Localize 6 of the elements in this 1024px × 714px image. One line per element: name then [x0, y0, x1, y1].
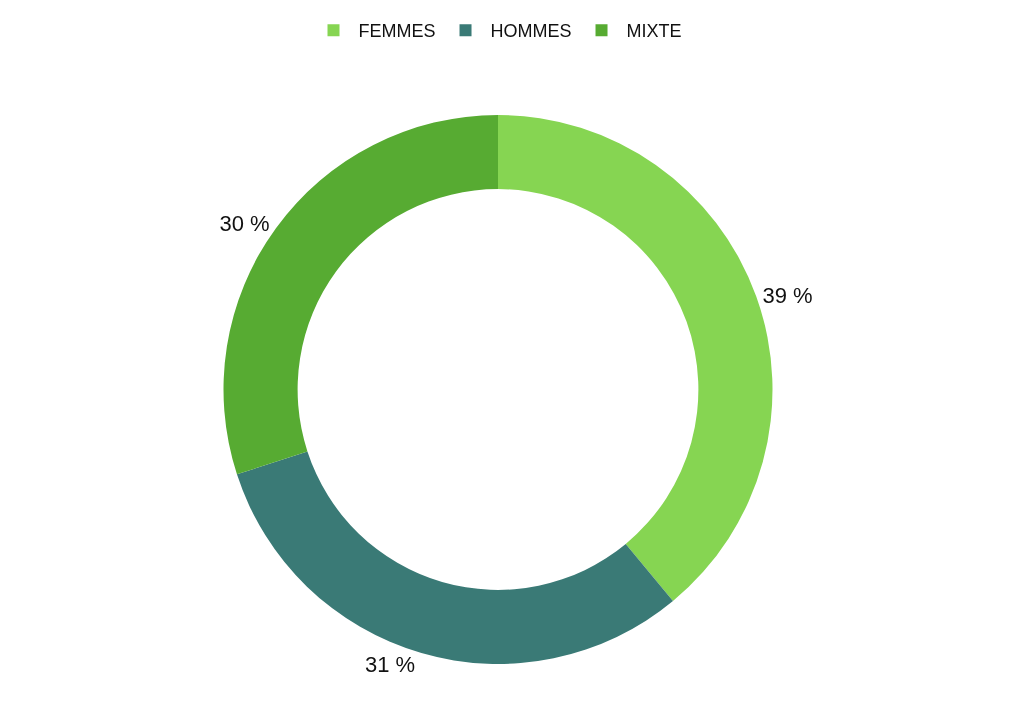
data-label: 30 % [219, 211, 270, 237]
legend-label: HOMMES [490, 21, 572, 42]
legend-label: MIXTE [626, 21, 682, 42]
data-label: 39 % [762, 282, 813, 308]
data-label: 31 % [365, 652, 416, 678]
legend-label: FEMMES [358, 21, 436, 42]
